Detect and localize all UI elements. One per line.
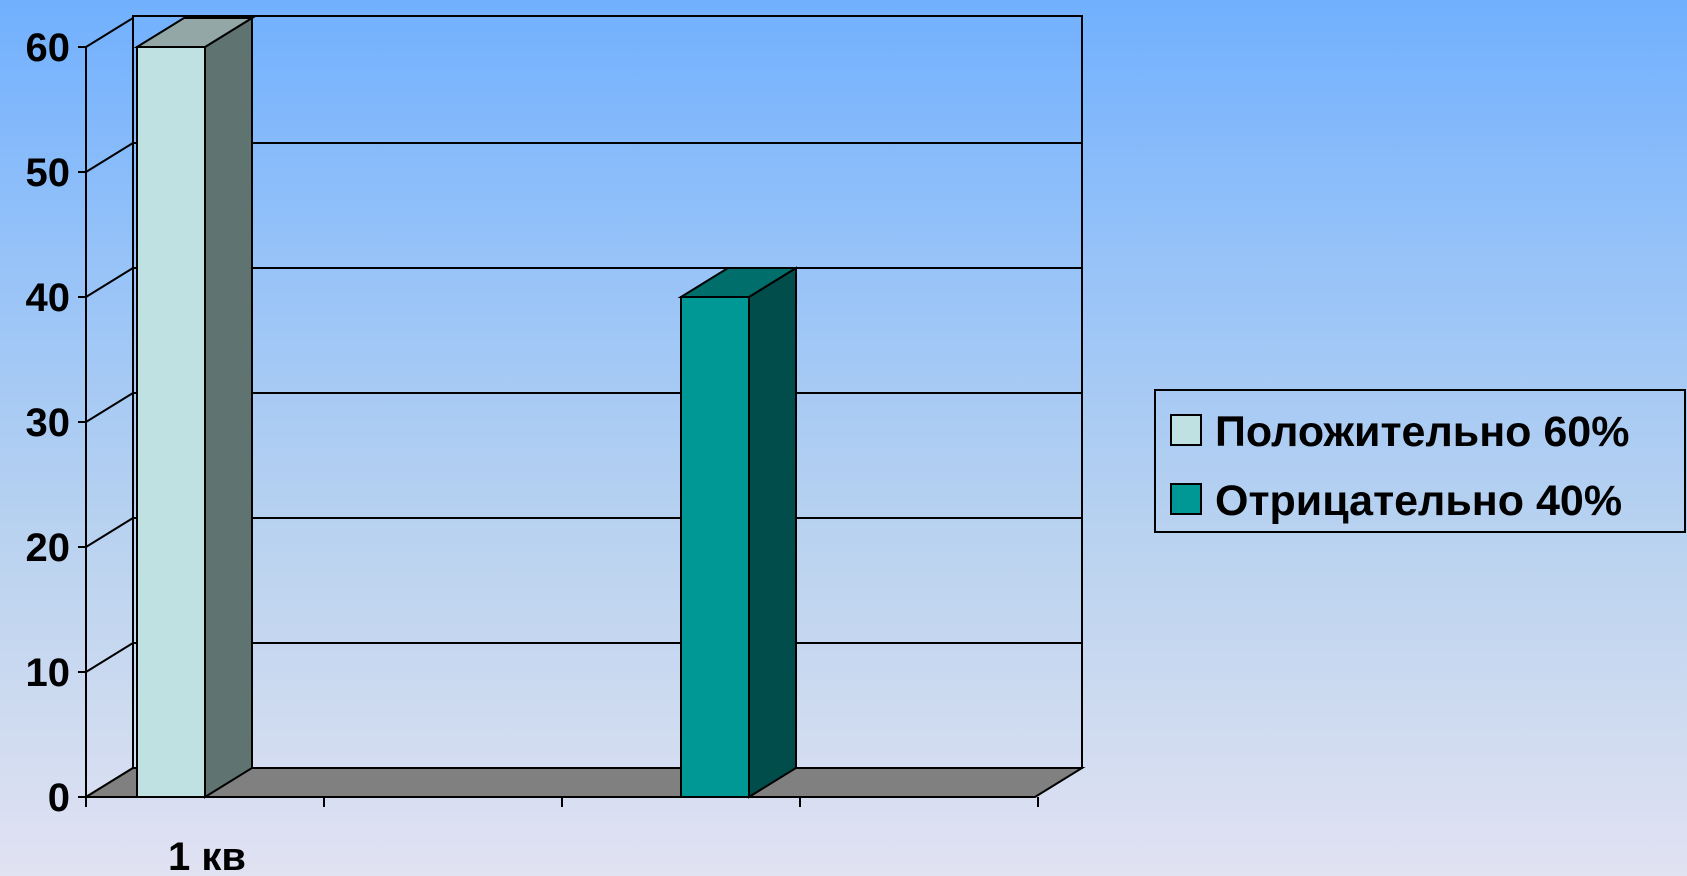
y-tick-label: 0 <box>48 776 70 820</box>
axes: 0 10 20 30 40 50 60 1 кв <box>26 26 1039 876</box>
y-tick-label: 20 <box>26 526 71 570</box>
y-tick-label: 60 <box>26 26 71 70</box>
y-tick-label: 50 <box>26 151 71 195</box>
legend: Положительно 60% Отрицательно 40% <box>1154 389 1686 533</box>
plot-area <box>82 15 1086 798</box>
side-wall-line <box>85 392 134 423</box>
bar <box>136 46 206 798</box>
bar-side <box>748 266 797 799</box>
bar <box>680 296 750 798</box>
y-tick-label: 10 <box>26 651 71 695</box>
side-wall-line <box>85 17 134 48</box>
side-wall-line <box>85 142 134 173</box>
legend-label: Отрицательно 40% <box>1215 477 1622 525</box>
bars <box>133 16 800 799</box>
side-wall-line <box>85 517 134 548</box>
legend-box <box>1154 389 1686 533</box>
legend-swatch <box>1170 483 1202 515</box>
legend-swatch <box>1170 414 1202 446</box>
y-tick-label: 40 <box>26 276 71 320</box>
side-wall-line <box>85 642 134 673</box>
legend-label: Положительно 60% <box>1215 408 1629 456</box>
bar-side <box>204 16 253 799</box>
side-wall-line <box>85 267 134 298</box>
x-tick-label: 1 кв <box>168 835 246 876</box>
y-tick-label: 30 <box>26 401 71 445</box>
